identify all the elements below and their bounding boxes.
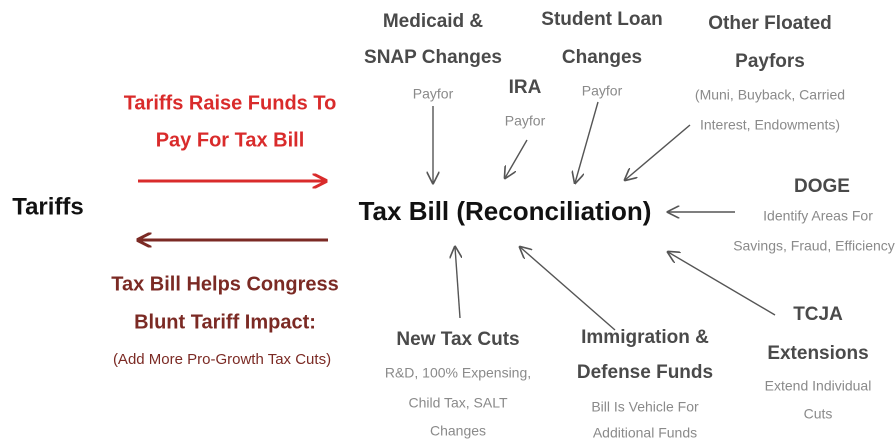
- flow-text: Blunt Tariff Impact:: [134, 311, 316, 333]
- node-detail: Savings, Fraud, Efficiency: [733, 238, 895, 254]
- center-label: Tax Bill (Reconciliation): [359, 196, 652, 226]
- flow-text: Tax Bill Helps Congress: [111, 273, 338, 295]
- node-detail: Interest, Endowments): [700, 117, 840, 133]
- node-title: TCJA: [793, 304, 843, 325]
- node-title: Defense Funds: [577, 362, 713, 383]
- node-title: Other Floated: [708, 13, 832, 34]
- node-title: Extensions: [767, 343, 868, 364]
- node-title: Changes: [562, 47, 642, 68]
- arrow: [625, 124, 691, 180]
- arrow: [668, 252, 776, 316]
- arrow: [520, 247, 616, 331]
- flow-text: Tariffs Raise Funds To: [124, 92, 337, 114]
- node-detail: Bill Is Vehicle For: [591, 399, 699, 415]
- node-title: Payfors: [735, 51, 805, 72]
- node-detail: R&D, 100% Expensing,: [385, 365, 531, 381]
- node-detail: Identify Areas For: [763, 208, 873, 224]
- node-title: Student Loan: [541, 9, 662, 30]
- node-title: Immigration &: [581, 327, 709, 348]
- flow-note: (Add More Pro-Growth Tax Cuts): [113, 351, 331, 368]
- node-detail: Extend Individual: [765, 378, 872, 394]
- node-detail: Changes: [430, 423, 486, 439]
- node-detail: Cuts: [804, 406, 833, 422]
- node-title: Medicaid &: [383, 11, 484, 32]
- arrow: [455, 247, 460, 319]
- arrow: [575, 101, 599, 183]
- node-title: SNAP Changes: [364, 47, 502, 68]
- node-detail: Payfor: [582, 83, 623, 99]
- node-title: DOGE: [794, 176, 850, 197]
- left-label: Tariffs: [12, 193, 84, 220]
- node-detail: Payfor: [413, 86, 454, 102]
- node-detail: Payfor: [505, 113, 546, 129]
- node-detail: (Muni, Buyback, Carried: [695, 87, 845, 103]
- node-detail: Child Tax, SALT: [408, 395, 508, 411]
- flow-text: Pay For Tax Bill: [156, 129, 305, 151]
- arrow: [505, 139, 528, 178]
- node-detail: Additional Funds: [593, 425, 697, 441]
- node-title: IRA: [509, 77, 542, 98]
- node-title: New Tax Cuts: [396, 329, 519, 350]
